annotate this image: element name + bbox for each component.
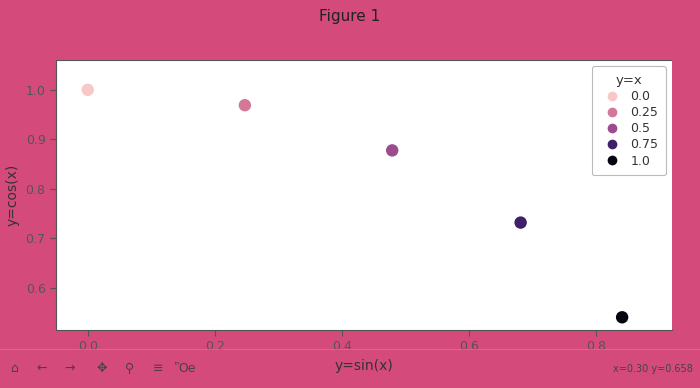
Point [82,87,93,93]
Point [239,102,251,108]
Text: ⌂: ⌂ [10,362,18,375]
Point [617,314,628,320]
Text: Ὃe: Ὃe [175,362,196,375]
Legend: 0.0, 0.25, 0.5, 0.75, 1.0: 0.0, 0.25, 0.5, 0.75, 1.0 [592,66,666,175]
Y-axis label: y=cos(x): y=cos(x) [6,164,20,226]
Text: ≡: ≡ [153,362,162,375]
Text: ←: ← [36,362,48,375]
Point [515,220,526,226]
Text: ⚲: ⚲ [125,362,134,375]
Text: ✥: ✥ [97,362,106,375]
Point [386,147,398,154]
Text: x=0.30 y=0.658: x=0.30 y=0.658 [613,364,693,374]
Text: →: → [64,362,76,375]
X-axis label: y=sin(x): y=sin(x) [335,359,393,373]
Text: Figure 1: Figure 1 [319,9,381,24]
